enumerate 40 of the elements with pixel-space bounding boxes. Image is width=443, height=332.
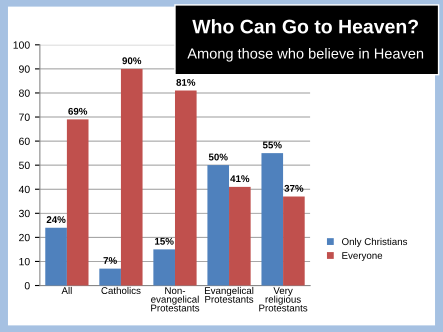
data-label: 37% bbox=[284, 184, 304, 192]
legend-label: Only Christians bbox=[342, 238, 408, 247]
x-tick-label: Catholics bbox=[101, 286, 141, 294]
y-tick-label: 80 bbox=[19, 89, 30, 97]
data-label: 81% bbox=[176, 78, 196, 86]
bar bbox=[120, 68, 143, 286]
data-label: 69% bbox=[68, 108, 88, 115]
y-tick-label: 0 bbox=[24, 282, 30, 290]
x-tick-label: Non- evangelical Protestants bbox=[151, 287, 200, 312]
bar bbox=[174, 90, 197, 286]
bar bbox=[283, 196, 305, 286]
x-tick-label: Evangelical Protestants bbox=[204, 286, 254, 303]
data-label: 7% bbox=[104, 257, 117, 264]
bar bbox=[66, 119, 89, 286]
bar bbox=[45, 228, 67, 286]
x-tick-label: All bbox=[62, 286, 72, 294]
data-label: 90% bbox=[122, 57, 142, 64]
chart-subtitle: Among those who believe in Heaven bbox=[187, 48, 424, 62]
y-tick-label: 10 bbox=[19, 258, 30, 266]
chart-title: Who Can Go to Heaven? bbox=[192, 19, 418, 34]
bar bbox=[99, 268, 121, 286]
y-tick-label: 60 bbox=[19, 138, 30, 145]
data-label: 15% bbox=[155, 238, 174, 245]
y-tick-label: 40 bbox=[18, 186, 30, 194]
data-label: 55% bbox=[262, 142, 282, 148]
y-tick-label: 90 bbox=[19, 65, 30, 73]
y-tick-label: 50 bbox=[18, 162, 30, 170]
y-tick-label: 30 bbox=[18, 210, 30, 218]
y-tick-label: 20 bbox=[19, 234, 30, 242]
bar bbox=[153, 249, 175, 286]
data-label: 41% bbox=[230, 175, 250, 182]
data-label: 50% bbox=[208, 154, 228, 160]
y-tick-label: 70 bbox=[19, 114, 30, 121]
bar bbox=[207, 165, 230, 286]
data-label: 24% bbox=[46, 216, 66, 224]
bar bbox=[229, 186, 251, 286]
legend-label: Everyone bbox=[342, 252, 382, 261]
x-tick-label: Very religious Protestants bbox=[259, 287, 308, 312]
y-tick-label: 100 bbox=[14, 41, 30, 49]
bar bbox=[261, 153, 284, 286]
